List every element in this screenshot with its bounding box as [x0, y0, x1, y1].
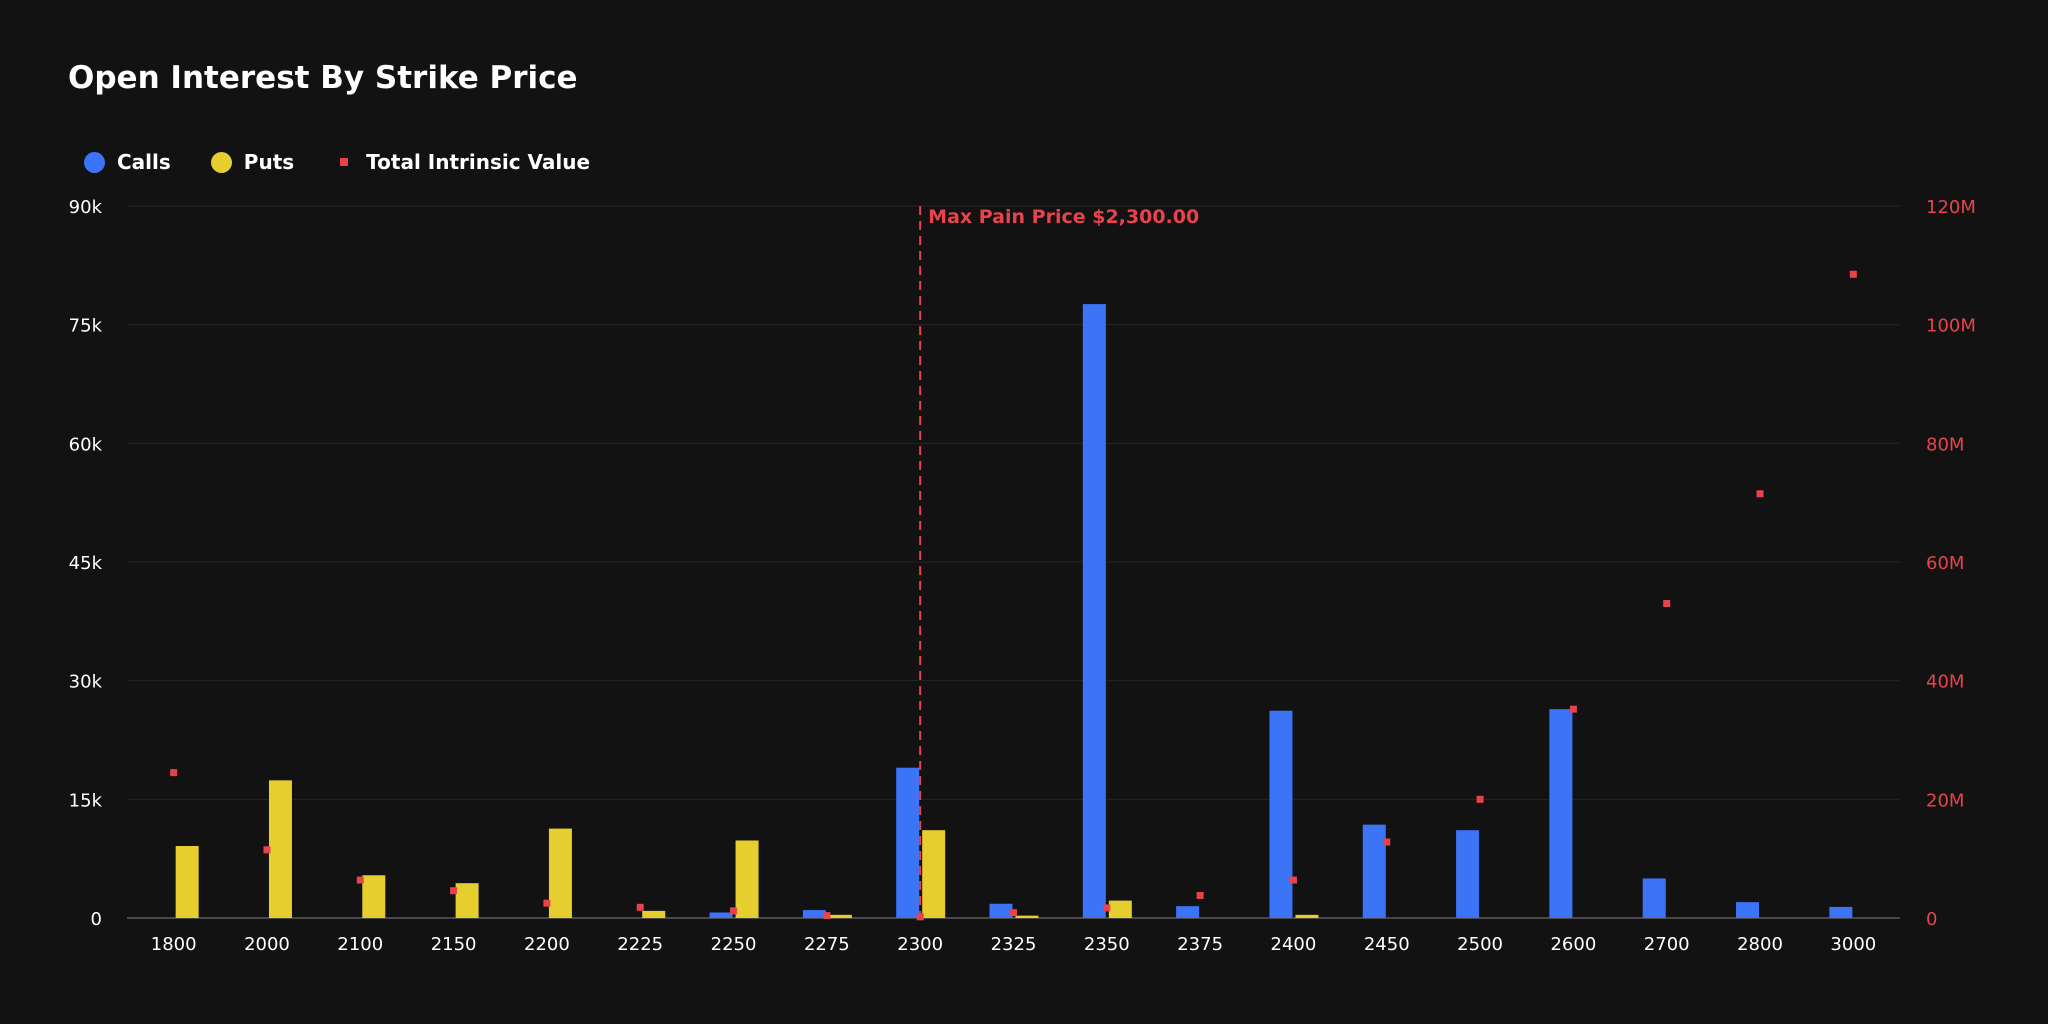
puts-bar [1295, 914, 1319, 918]
x-tick-label: 2375 [1177, 934, 1223, 955]
x-tick-label: 2250 [711, 934, 757, 955]
intrinsic-value-point [1196, 891, 1204, 899]
intrinsic-value-point [1103, 904, 1111, 912]
chart-legend: Calls Puts Total Intrinsic Value [84, 150, 630, 174]
intrinsic-value-point [1663, 600, 1671, 608]
x-tick-label: 1800 [151, 934, 197, 955]
calls-bar [1549, 709, 1573, 918]
intrinsic-value-point [1849, 270, 1857, 278]
puts-bar [1108, 900, 1132, 918]
x-tick-label: 3000 [1830, 934, 1876, 955]
intrinsic-legend-marker [340, 158, 349, 166]
y-left-tick-label: 60k [69, 434, 103, 455]
y-right-tick-label: 100M [1926, 316, 1976, 337]
calls-bar [1829, 906, 1853, 918]
x-tick-label: 2300 [897, 934, 943, 955]
x-tick-label: 2200 [524, 934, 570, 955]
x-tick-label: 2150 [431, 934, 477, 955]
legend-item-intrinsic[interactable]: Total Intrinsic Value [334, 150, 590, 174]
x-tick-label: 2350 [1084, 934, 1130, 955]
y-left-tick-label: 75k [69, 316, 103, 337]
x-tick-label: 2325 [991, 934, 1037, 955]
puts-bar [922, 830, 946, 918]
intrinsic-value-point [1289, 876, 1297, 884]
puts-bar [642, 910, 666, 918]
intrinsic-value-point [1476, 795, 1484, 803]
calls-legend-label: Calls [117, 150, 171, 174]
intrinsic-value-point [823, 912, 831, 920]
intrinsic-value-point [1569, 705, 1577, 713]
legend-item-calls[interactable]: Calls [84, 150, 171, 174]
puts-bar [548, 828, 572, 918]
y-left-tick-label: 30k [69, 672, 103, 693]
y-right-tick-label: 60M [1926, 553, 1964, 574]
y-left-tick-label: 45k [69, 553, 103, 574]
y-right-tick-label: 0 [1926, 909, 1937, 930]
x-tick-label: 2275 [804, 934, 850, 955]
intrinsic-value-point [356, 876, 364, 884]
calls-bar [1082, 304, 1106, 918]
x-tick-label: 2500 [1457, 934, 1503, 955]
puts-bar [362, 875, 386, 918]
x-tick-label: 2800 [1737, 934, 1783, 955]
puts-bar [455, 883, 479, 918]
intrinsic-value-point [916, 913, 924, 921]
intrinsic-value-point [450, 887, 458, 895]
puts-bar [175, 846, 199, 918]
calls-bar [1362, 824, 1386, 918]
calls-bar [709, 912, 733, 918]
legend-item-puts[interactable]: Puts [210, 150, 295, 174]
calls-bar [802, 910, 826, 918]
calls-bar [1736, 902, 1760, 918]
calls-bar [989, 903, 1013, 918]
calls-bar [1176, 906, 1200, 918]
intrinsic-value-point [730, 907, 738, 915]
puts-legend-label: Puts [243, 150, 295, 174]
x-tick-label: 2000 [244, 934, 290, 955]
intrinsic-legend-label: Total Intrinsic Value [366, 150, 591, 174]
calls-bar [896, 767, 920, 918]
x-tick-label: 2400 [1271, 934, 1317, 955]
y-left-tick-label: 15k [69, 790, 103, 811]
intrinsic-value-point [1756, 490, 1764, 498]
calls-bar [1269, 710, 1293, 918]
puts-legend-marker [210, 151, 232, 173]
puts-bar [1015, 915, 1039, 918]
intrinsic-value-point [170, 769, 178, 777]
intrinsic-value-point [636, 903, 644, 911]
calls-bar [1456, 830, 1480, 918]
intrinsic-value-point [543, 899, 551, 907]
puts-bar [268, 780, 292, 918]
intrinsic-value-point [1010, 909, 1017, 917]
y-right-tick-label: 80M [1926, 434, 1964, 455]
puts-bar [735, 840, 759, 918]
y-right-tick-label: 40M [1926, 672, 1964, 693]
y-right-tick-label: 120M [1926, 197, 1976, 218]
puts-bar [828, 914, 852, 918]
max-pain-label: Max Pain Price $2,300.00 [928, 206, 1199, 228]
x-tick-label: 2450 [1364, 934, 1410, 955]
x-tick-label: 2100 [337, 934, 383, 955]
calls-legend-marker [84, 151, 105, 173]
y-right-tick-label: 20M [1926, 790, 1964, 811]
y-left-tick-label: 0 [91, 909, 102, 930]
x-tick-label: 2600 [1550, 934, 1596, 955]
chart-title: Open Interest By Strike Price [68, 60, 578, 96]
x-tick-label: 2700 [1644, 934, 1690, 955]
intrinsic-value-point [263, 846, 271, 854]
intrinsic-value-point [1383, 838, 1391, 846]
calls-bar [1642, 878, 1666, 918]
y-left-tick-label: 90k [69, 197, 103, 218]
x-tick-label: 2225 [617, 934, 663, 955]
